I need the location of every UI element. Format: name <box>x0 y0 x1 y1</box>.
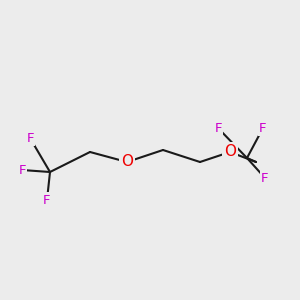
Text: F: F <box>214 122 222 134</box>
Text: F: F <box>18 164 26 176</box>
Text: F: F <box>43 194 51 206</box>
Text: F: F <box>26 131 34 145</box>
Text: O: O <box>224 145 236 160</box>
Text: O: O <box>121 154 133 169</box>
Text: F: F <box>261 172 269 184</box>
Text: F: F <box>259 122 267 134</box>
